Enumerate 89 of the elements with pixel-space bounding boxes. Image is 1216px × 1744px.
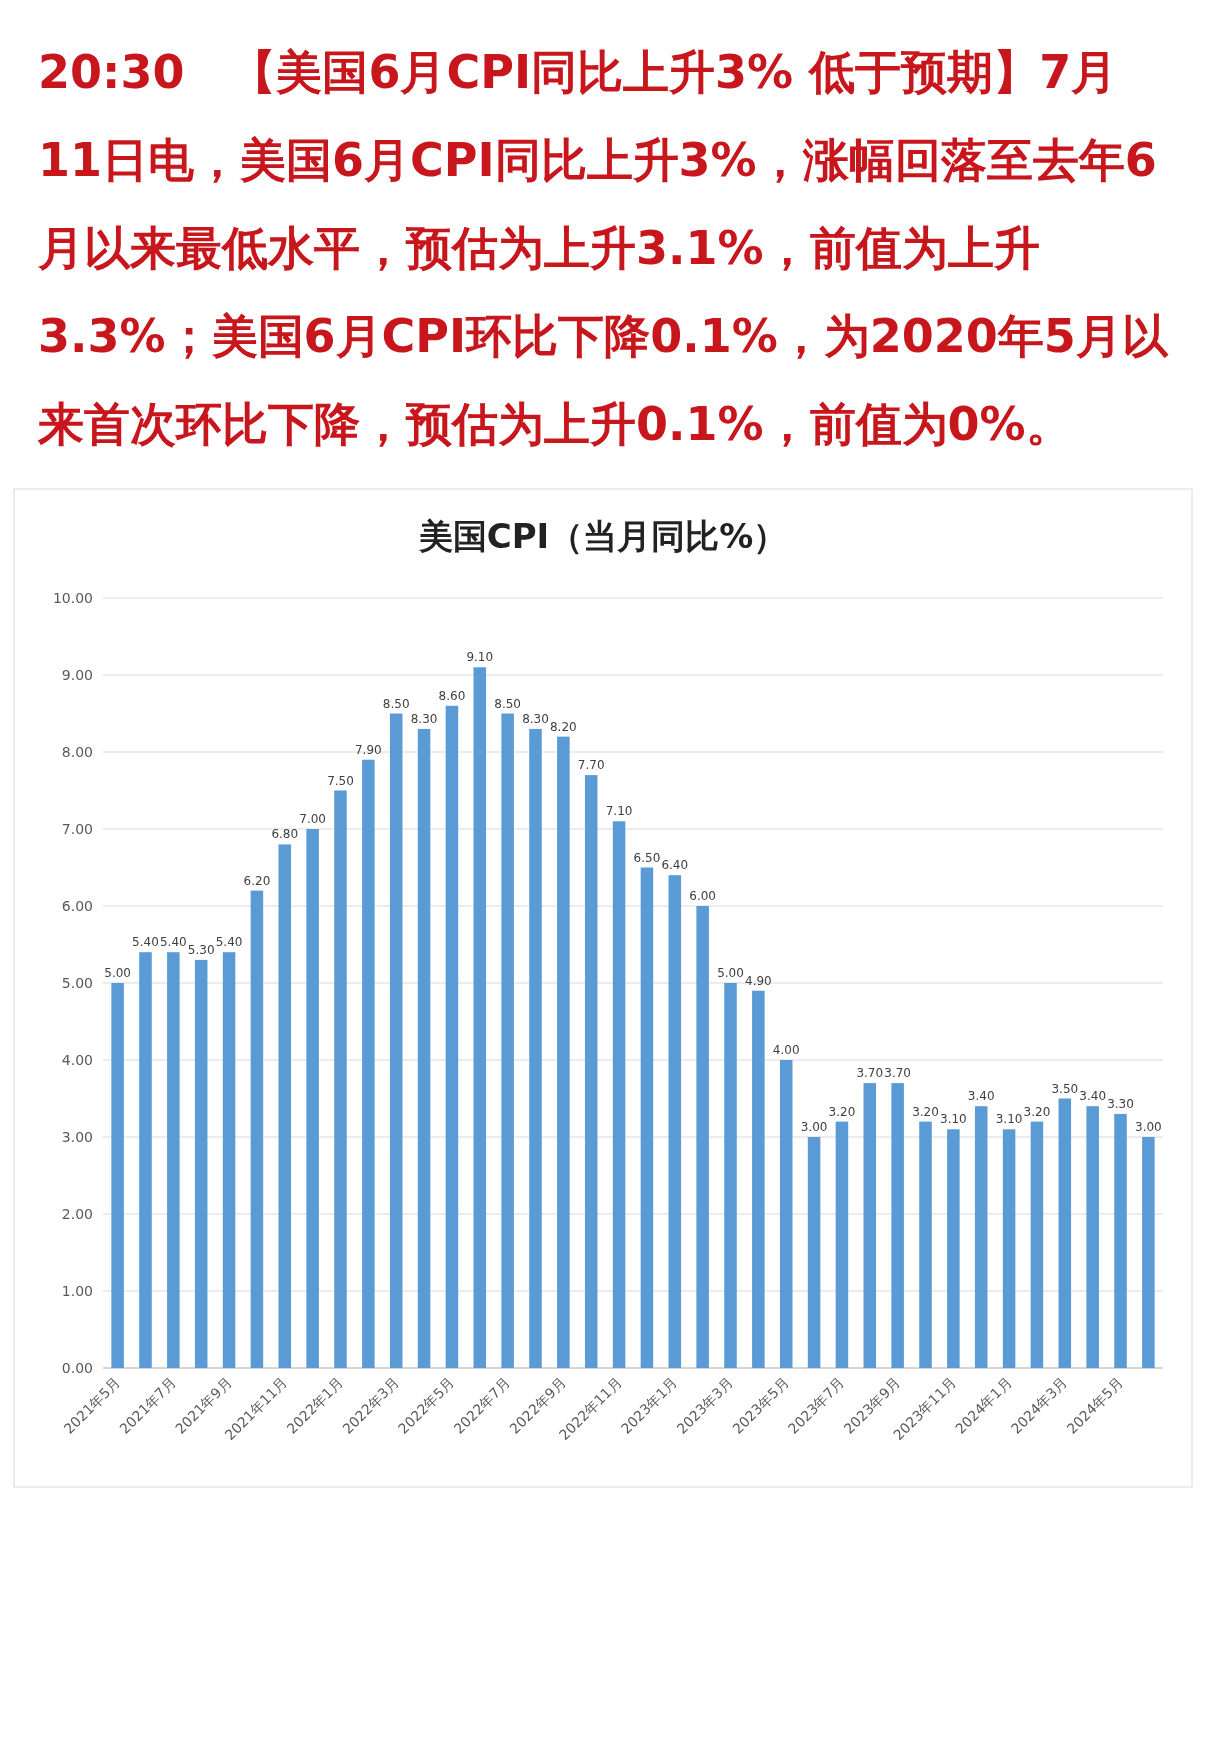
- data-label: 6.80: [271, 827, 299, 842]
- data-label: 3.20: [828, 1104, 856, 1119]
- bar: [863, 1083, 877, 1368]
- bar: [835, 1121, 849, 1368]
- bar: [919, 1121, 932, 1368]
- y-tick-label: 2.00: [61, 1205, 93, 1222]
- bar: [807, 1137, 821, 1368]
- data-label: 7.50: [327, 773, 354, 788]
- data-label: 5.00: [717, 966, 744, 980]
- bar: [1142, 1137, 1155, 1368]
- text: 20:30 【美国6月CPI同比上升3% 低于预期】7月11日电，美国6月CPI同比上升3%，涨幅回落至去年6月以来最低水平，预估为上升3.1%，前值为上升3.3%；美国6月CPI环比下降0.1%，为2020年5月以来首次环比下降，预估为上升0.1%，前值为0%。: [36, 44, 1170, 453]
- bar: [612, 821, 626, 1368]
- data-label: 6.50: [633, 850, 661, 865]
- data-label: 3.10: [940, 1112, 967, 1127]
- bar: [445, 705, 459, 1368]
- bar: [891, 1083, 904, 1368]
- y-tick-label: 1.00: [61, 1282, 93, 1299]
- bar: [779, 1060, 793, 1368]
- bar: [501, 713, 514, 1368]
- data-label: 6.00: [689, 889, 716, 903]
- bar: [584, 775, 598, 1368]
- bar: [1114, 1113, 1127, 1368]
- data-label: 7.10: [605, 804, 633, 819]
- y-tick-label: 10.00: [52, 589, 93, 606]
- bar: [417, 728, 431, 1368]
- data-label: 3.20: [912, 1104, 939, 1119]
- bar: [752, 990, 765, 1368]
- chart-title: 美国CPI（当月同比%）: [417, 516, 788, 556]
- y-tick-label: 0.00: [61, 1359, 93, 1376]
- bar: [194, 959, 208, 1368]
- bar: [640, 867, 654, 1368]
- data-label: 3.00: [1135, 1120, 1162, 1134]
- y-tick-label: 5.00: [61, 974, 93, 991]
- bar: [334, 790, 347, 1368]
- bar: [557, 736, 570, 1368]
- data-label: 3.00: [800, 1120, 828, 1134]
- y-tick-label: 7.00: [61, 820, 93, 837]
- bar: [1058, 1098, 1072, 1368]
- bar: [668, 875, 682, 1368]
- data-label: 3.10: [995, 1112, 1023, 1127]
- bar: [529, 728, 542, 1368]
- data-label: 4.90: [745, 973, 772, 988]
- y-tick-label: 6.00: [61, 897, 93, 914]
- bar: [696, 906, 709, 1368]
- data-label: 5.40: [132, 935, 159, 950]
- data-label: 5.40: [159, 935, 187, 950]
- data-label: 7.70: [577, 758, 605, 773]
- data-label: 3.20: [1023, 1104, 1051, 1119]
- data-label: 8.60: [438, 688, 466, 703]
- data-label: 6.20: [243, 873, 271, 888]
- y-tick-label: 9.00: [61, 666, 93, 683]
- bar: [222, 952, 236, 1368]
- bar: [724, 983, 737, 1368]
- y-tick-label: 4.00: [61, 1051, 93, 1068]
- bar: [473, 667, 487, 1368]
- bar: [250, 890, 264, 1368]
- data-label: 8.50: [382, 696, 410, 711]
- data-label: 3.40: [967, 1089, 995, 1104]
- bar: [947, 1129, 960, 1368]
- y-tick-label: 8.00: [61, 743, 93, 760]
- data-label: 8.30: [522, 711, 549, 726]
- data-label: 7.90: [354, 742, 382, 757]
- data-label: 3.50: [1051, 1081, 1079, 1096]
- data-label: 8.30: [410, 711, 438, 726]
- bar: [362, 759, 375, 1368]
- bar: [167, 952, 180, 1368]
- bar: [306, 829, 319, 1368]
- data-label: 5.30: [187, 942, 215, 957]
- data-label: 8.50: [494, 696, 521, 711]
- bar: [278, 844, 292, 1368]
- data-label: 4.00: [772, 1043, 800, 1057]
- y-tick-label: 3.00: [61, 1128, 93, 1145]
- bar: [1086, 1106, 1099, 1368]
- data-label: 3.70: [856, 1066, 884, 1081]
- data-label: 9.10: [466, 650, 494, 665]
- data-label: 3.30: [1107, 1096, 1134, 1111]
- data-label: 3.40: [1079, 1089, 1107, 1104]
- bar: [111, 983, 124, 1368]
- data-label: 6.40: [661, 858, 689, 873]
- data-label: 8.20: [550, 719, 577, 734]
- data-label: 7.00: [299, 812, 326, 826]
- bar: [1030, 1121, 1044, 1368]
- bar: [139, 952, 152, 1368]
- bar: [974, 1106, 988, 1368]
- data-label: 5.40: [215, 935, 243, 950]
- bar: [389, 713, 403, 1368]
- data-label: 5.00: [104, 966, 131, 980]
- data-label: 3.70: [884, 1066, 912, 1081]
- bar: [1002, 1129, 1016, 1368]
